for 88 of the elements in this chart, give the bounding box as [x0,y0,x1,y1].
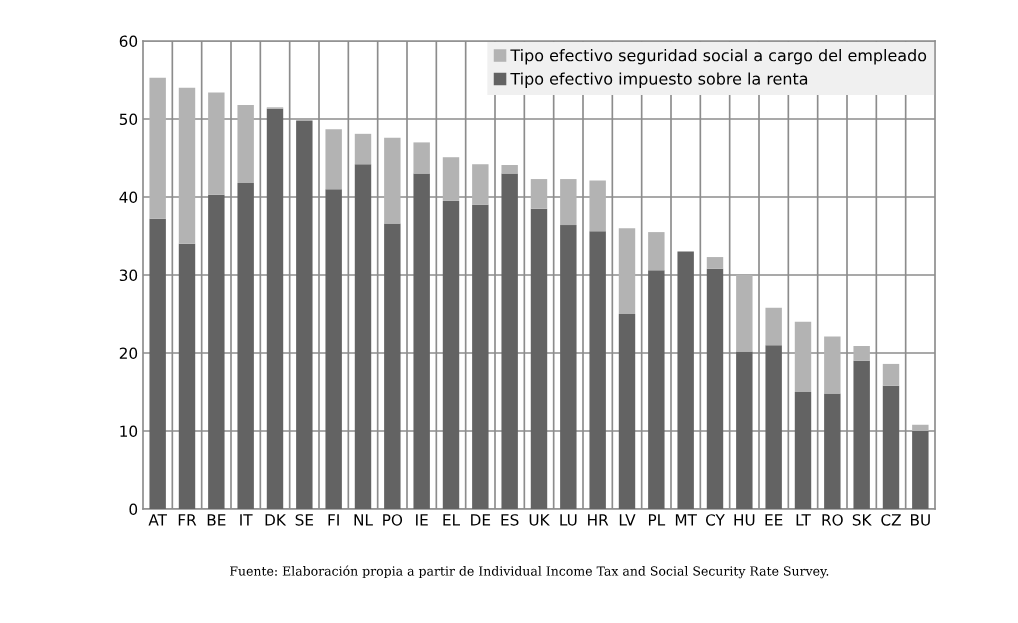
bar [648,232,665,271]
bar [472,164,489,205]
bar [472,204,489,509]
bar [237,104,254,183]
y-tick-label: 60 [119,35,138,48]
x-tick-label: CZ [881,514,901,526]
bar [149,77,166,219]
bar [354,133,372,165]
x-tick-label: FR [178,514,197,526]
x-tick-label: UK [529,514,550,526]
x-tick-label: SE [295,514,314,526]
x-tick-label: EE [765,514,783,526]
bar [736,351,753,509]
bar [560,225,577,509]
bar [442,157,460,201]
bar [384,223,401,509]
bar [618,314,636,509]
x-tick-label: IE [416,514,428,526]
bar [560,179,577,226]
bar [501,173,518,509]
x-tick-label: IT [240,514,253,526]
bar [618,228,636,314]
bar [824,336,841,394]
bar [912,431,929,509]
bar [296,120,313,509]
legend-label: Tipo efectivo seguridad social a cargo del empleado [510,48,927,65]
y-tick-label: 30 [119,269,138,282]
bar [794,321,812,392]
x-tick-label: CY [705,514,725,526]
legend-label: Tipo efectivo impuesto sobre la renta [510,72,808,88]
bar [178,87,196,244]
bar [208,92,225,195]
x-tick-label: FI [328,514,339,526]
bar [589,180,606,232]
bar [706,257,724,269]
bar [149,218,166,509]
bar [589,231,606,509]
bar [501,165,518,174]
x-tick-label: LT [796,514,811,526]
x-tick-label: DK [265,514,287,526]
x-tick-label: DE [471,514,491,526]
bar [912,424,929,431]
bar [354,164,372,509]
bar [765,345,782,509]
bar [178,243,196,509]
bar [794,392,812,509]
y-tick-label: 50 [119,113,138,126]
x-tick-label: MT [675,514,697,526]
bar [706,268,724,509]
bar [882,385,900,509]
bar [384,137,401,224]
x-tick-label: HU [734,514,755,526]
x-tick-label: NL [354,514,373,526]
x-tick-label: PL [648,514,666,526]
x-tick-label: SK [852,514,872,526]
bar [677,251,694,509]
y-tick-label: 10 [120,425,138,438]
bar [765,307,782,346]
bar [853,360,870,509]
x-tick-label: EL [443,514,460,526]
x-tick-label: PO [383,514,403,526]
y-tick-label: 40 [119,191,138,204]
y-tick-label: 0 [129,503,138,516]
x-tick-label: AT [148,514,168,526]
x-tick-label: BE [207,514,226,526]
bar [413,173,430,509]
y-tick-label: 20 [119,347,138,360]
bar [736,275,753,352]
x-tick-label: HR [588,514,609,526]
bar [237,182,254,509]
bar [648,270,665,509]
bar [266,108,284,509]
bar [208,194,225,509]
x-tick-label: ES [501,514,519,526]
bar [325,129,342,190]
x-tick-label: LU [560,514,577,526]
bar [530,179,548,209]
x-tick-label: LV [619,514,636,526]
bar [413,142,430,174]
source-note: Fuente: Elaboración propia a partir de Individual Income Tax and Social Security Rate Survey. [230,565,829,579]
x-tick-label: BU [911,514,930,526]
bar [530,208,548,509]
bar [824,393,841,509]
bar [325,189,342,509]
bar [853,345,870,361]
bar [882,363,900,386]
bar [442,200,460,509]
x-tick-label: RO [822,514,843,526]
